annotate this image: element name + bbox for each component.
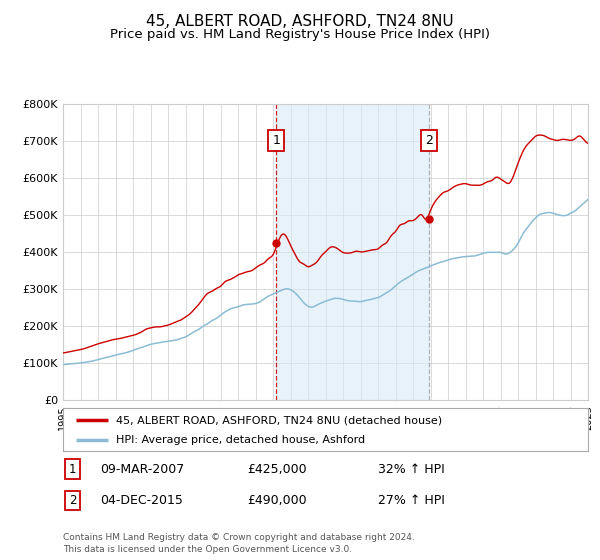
Text: 2: 2 — [425, 134, 433, 147]
Text: HPI: Average price, detached house, Ashford: HPI: Average price, detached house, Ashf… — [115, 435, 365, 445]
Text: 09-MAR-2007: 09-MAR-2007 — [100, 463, 184, 475]
Text: 45, ALBERT ROAD, ASHFORD, TN24 8NU: 45, ALBERT ROAD, ASHFORD, TN24 8NU — [146, 14, 454, 29]
Text: 04-DEC-2015: 04-DEC-2015 — [100, 494, 182, 507]
Text: 32% ↑ HPI: 32% ↑ HPI — [378, 463, 445, 475]
Text: 27% ↑ HPI: 27% ↑ HPI — [378, 494, 445, 507]
Text: 2: 2 — [69, 494, 76, 507]
Text: £425,000: £425,000 — [247, 463, 307, 475]
Bar — [276, 104, 429, 400]
Text: 1: 1 — [69, 463, 76, 475]
Text: 1: 1 — [272, 134, 280, 147]
Text: £490,000: £490,000 — [247, 494, 307, 507]
Text: Contains HM Land Registry data © Crown copyright and database right 2024.
This d: Contains HM Land Registry data © Crown c… — [63, 533, 415, 554]
Text: 45, ALBERT ROAD, ASHFORD, TN24 8NU (detached house): 45, ALBERT ROAD, ASHFORD, TN24 8NU (deta… — [115, 415, 442, 425]
Text: Price paid vs. HM Land Registry's House Price Index (HPI): Price paid vs. HM Land Registry's House … — [110, 28, 490, 41]
